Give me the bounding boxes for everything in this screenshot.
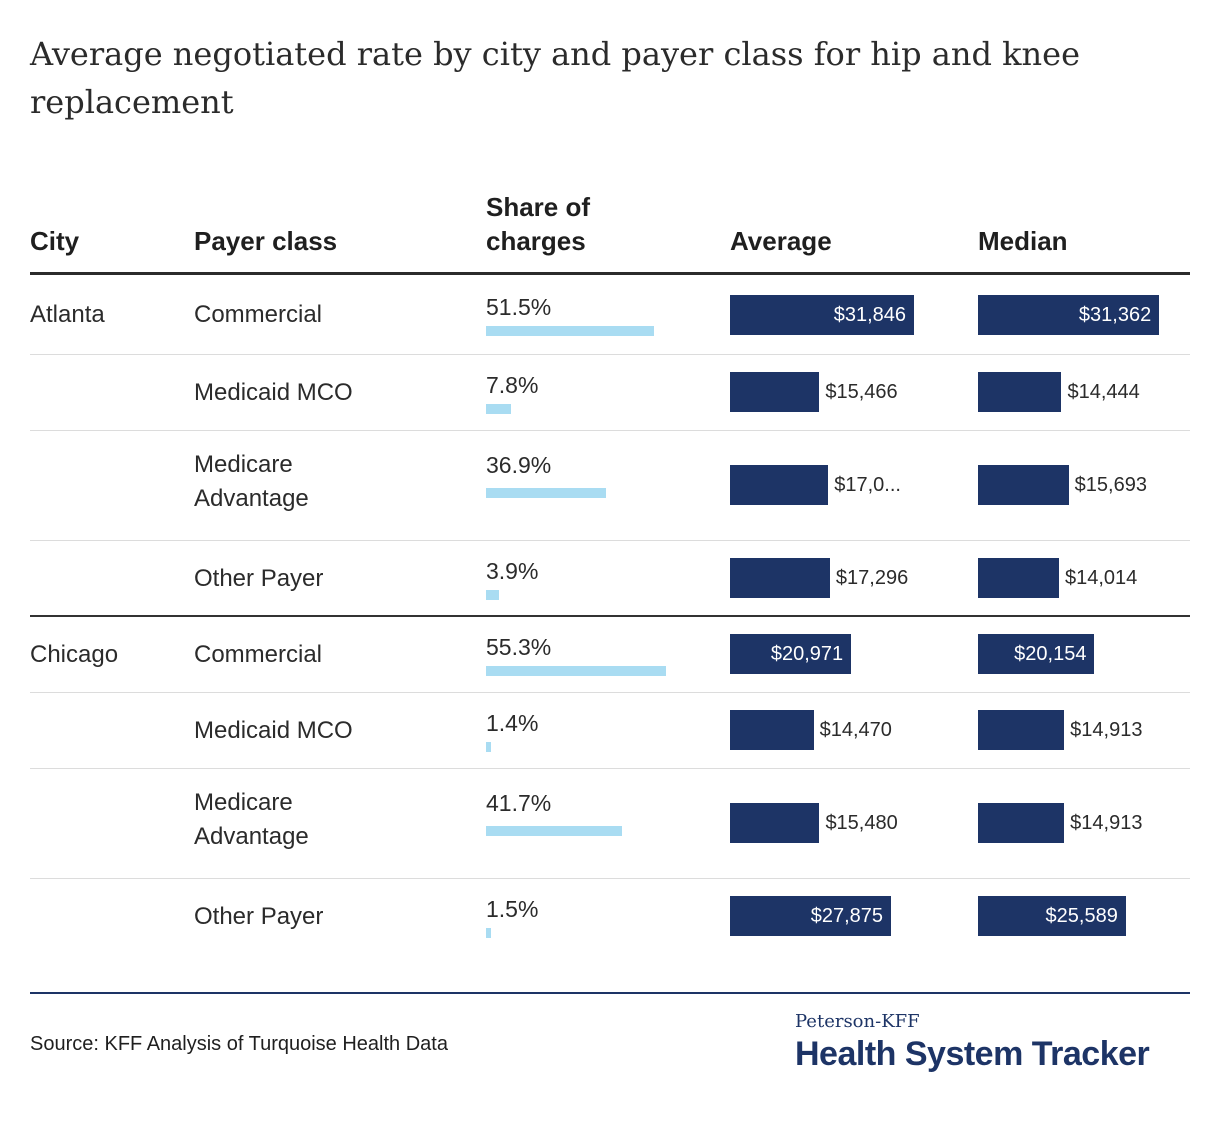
table-header: City Payer class Share of charges Averag… xyxy=(30,180,1190,274)
average-bar xyxy=(730,465,829,505)
share-label: 1.5% xyxy=(486,896,539,922)
row-divider xyxy=(30,768,1190,769)
average-bar xyxy=(730,803,820,843)
average-bar xyxy=(730,710,814,750)
average-value-label: $27,875 xyxy=(810,905,884,927)
average-bar xyxy=(730,295,914,335)
table-row: Other Payer 1.5% $27,875 $25,589 xyxy=(30,878,1190,954)
chart-title: Average negotiated rate by city and paye… xyxy=(30,35,1080,121)
average-bar xyxy=(730,634,852,674)
row-divider xyxy=(30,692,1190,693)
average-bar xyxy=(730,558,830,598)
share-bar xyxy=(486,590,499,600)
row-divider xyxy=(30,878,1190,879)
brand-logo: Health System Tracker xyxy=(795,1035,1150,1073)
brand-kicker: Peterson-KFF xyxy=(795,1011,920,1032)
median-bar xyxy=(978,558,1059,598)
header-city: City xyxy=(30,226,80,256)
average-bar xyxy=(730,372,820,412)
median-value-label: $31,362 xyxy=(1078,304,1152,326)
table-row: Medicaid MCO 7.8% $15,466 $14,444 xyxy=(30,354,1190,430)
median-value-label: $14,913 xyxy=(1070,719,1143,741)
header-divider xyxy=(30,272,1190,275)
median-value-label: $20,154 xyxy=(1014,643,1087,665)
share-label: 41.7% xyxy=(486,790,552,816)
average-value-label: $14,470 xyxy=(819,719,892,741)
average-value-label: $17,0... xyxy=(834,474,901,496)
payer-class-cell: Medicaid MCO xyxy=(194,717,353,744)
average-value-label: $15,480 xyxy=(825,812,898,834)
median-value-label: $25,589 xyxy=(1045,905,1118,927)
group-divider xyxy=(30,615,1190,617)
row-divider xyxy=(30,430,1190,431)
share-bar xyxy=(486,666,666,676)
city-cell: Chicago xyxy=(30,641,119,668)
median-value-label: $14,014 xyxy=(1064,567,1138,589)
median-bar xyxy=(978,372,1062,412)
source-note: Source: KFF Analysis of Turquoise Health… xyxy=(30,1033,448,1055)
share-label: 3.9% xyxy=(486,558,539,584)
payer-class-cell: Commercial xyxy=(194,301,323,328)
city-cell: Atlanta xyxy=(30,301,105,328)
payer-class-cell: Medicare Advantage xyxy=(194,789,309,850)
payer-class-cell: Other Payer xyxy=(194,565,324,592)
payer-class-cell: Medicare Advantage xyxy=(194,451,309,512)
median-bar xyxy=(978,465,1069,505)
table-row: Medicaid MCO 1.4% $14,470 $14,913 xyxy=(30,692,1190,768)
header-average: Average xyxy=(730,226,832,256)
table-row: Chicago Commercial 55.3% $20,971 $20,154 xyxy=(30,616,1190,692)
row-divider xyxy=(30,540,1190,541)
median-value-label: $14,913 xyxy=(1070,812,1143,834)
header-share-of-charges: Share of charges xyxy=(486,192,591,256)
median-bar xyxy=(978,803,1065,843)
average-bar xyxy=(730,896,892,936)
median-bar xyxy=(978,896,1126,936)
share-bar xyxy=(486,326,654,336)
average-value-label: $20,971 xyxy=(770,643,844,665)
share-label: 7.8% xyxy=(486,372,539,398)
share-label: 55.3% xyxy=(486,634,552,660)
table-row: Medicare Advantage 36.9% $17,0... $15,693 xyxy=(30,430,1190,540)
table-row: Medicare Advantage 41.7% $15,480 $14,913 xyxy=(30,768,1190,878)
share-bar xyxy=(486,928,491,938)
median-bar xyxy=(978,710,1065,750)
average-value-label: $15,466 xyxy=(825,381,898,403)
footer-divider xyxy=(30,992,1190,994)
median-value-label: $15,693 xyxy=(1074,474,1147,496)
share-label: 1.4% xyxy=(486,710,539,736)
header-payer-class: Payer class xyxy=(194,226,338,256)
share-bar xyxy=(486,488,607,498)
header-median: Median xyxy=(978,226,1068,256)
table-row: Atlanta Commercial 51.5% $31,846 $31,362 xyxy=(30,276,1190,354)
share-bar xyxy=(486,742,491,752)
average-value-label: $31,846 xyxy=(833,304,906,326)
share-bar xyxy=(486,826,622,836)
row-divider xyxy=(30,354,1190,355)
median-bar xyxy=(978,634,1095,674)
payer-class-cell: Medicaid MCO xyxy=(194,379,353,406)
payer-class-cell: Other Payer xyxy=(194,903,324,930)
median-value-label: $14,444 xyxy=(1067,381,1140,403)
table-row: Other Payer 3.9% $17,296 $14,014 xyxy=(30,540,1190,616)
payer-class-cell: Commercial xyxy=(194,641,323,668)
median-bar xyxy=(978,295,1160,335)
share-label: 36.9% xyxy=(486,452,552,478)
average-value-label: $17,296 xyxy=(835,567,909,589)
share-bar xyxy=(486,404,512,414)
share-label: 51.5% xyxy=(486,294,552,320)
